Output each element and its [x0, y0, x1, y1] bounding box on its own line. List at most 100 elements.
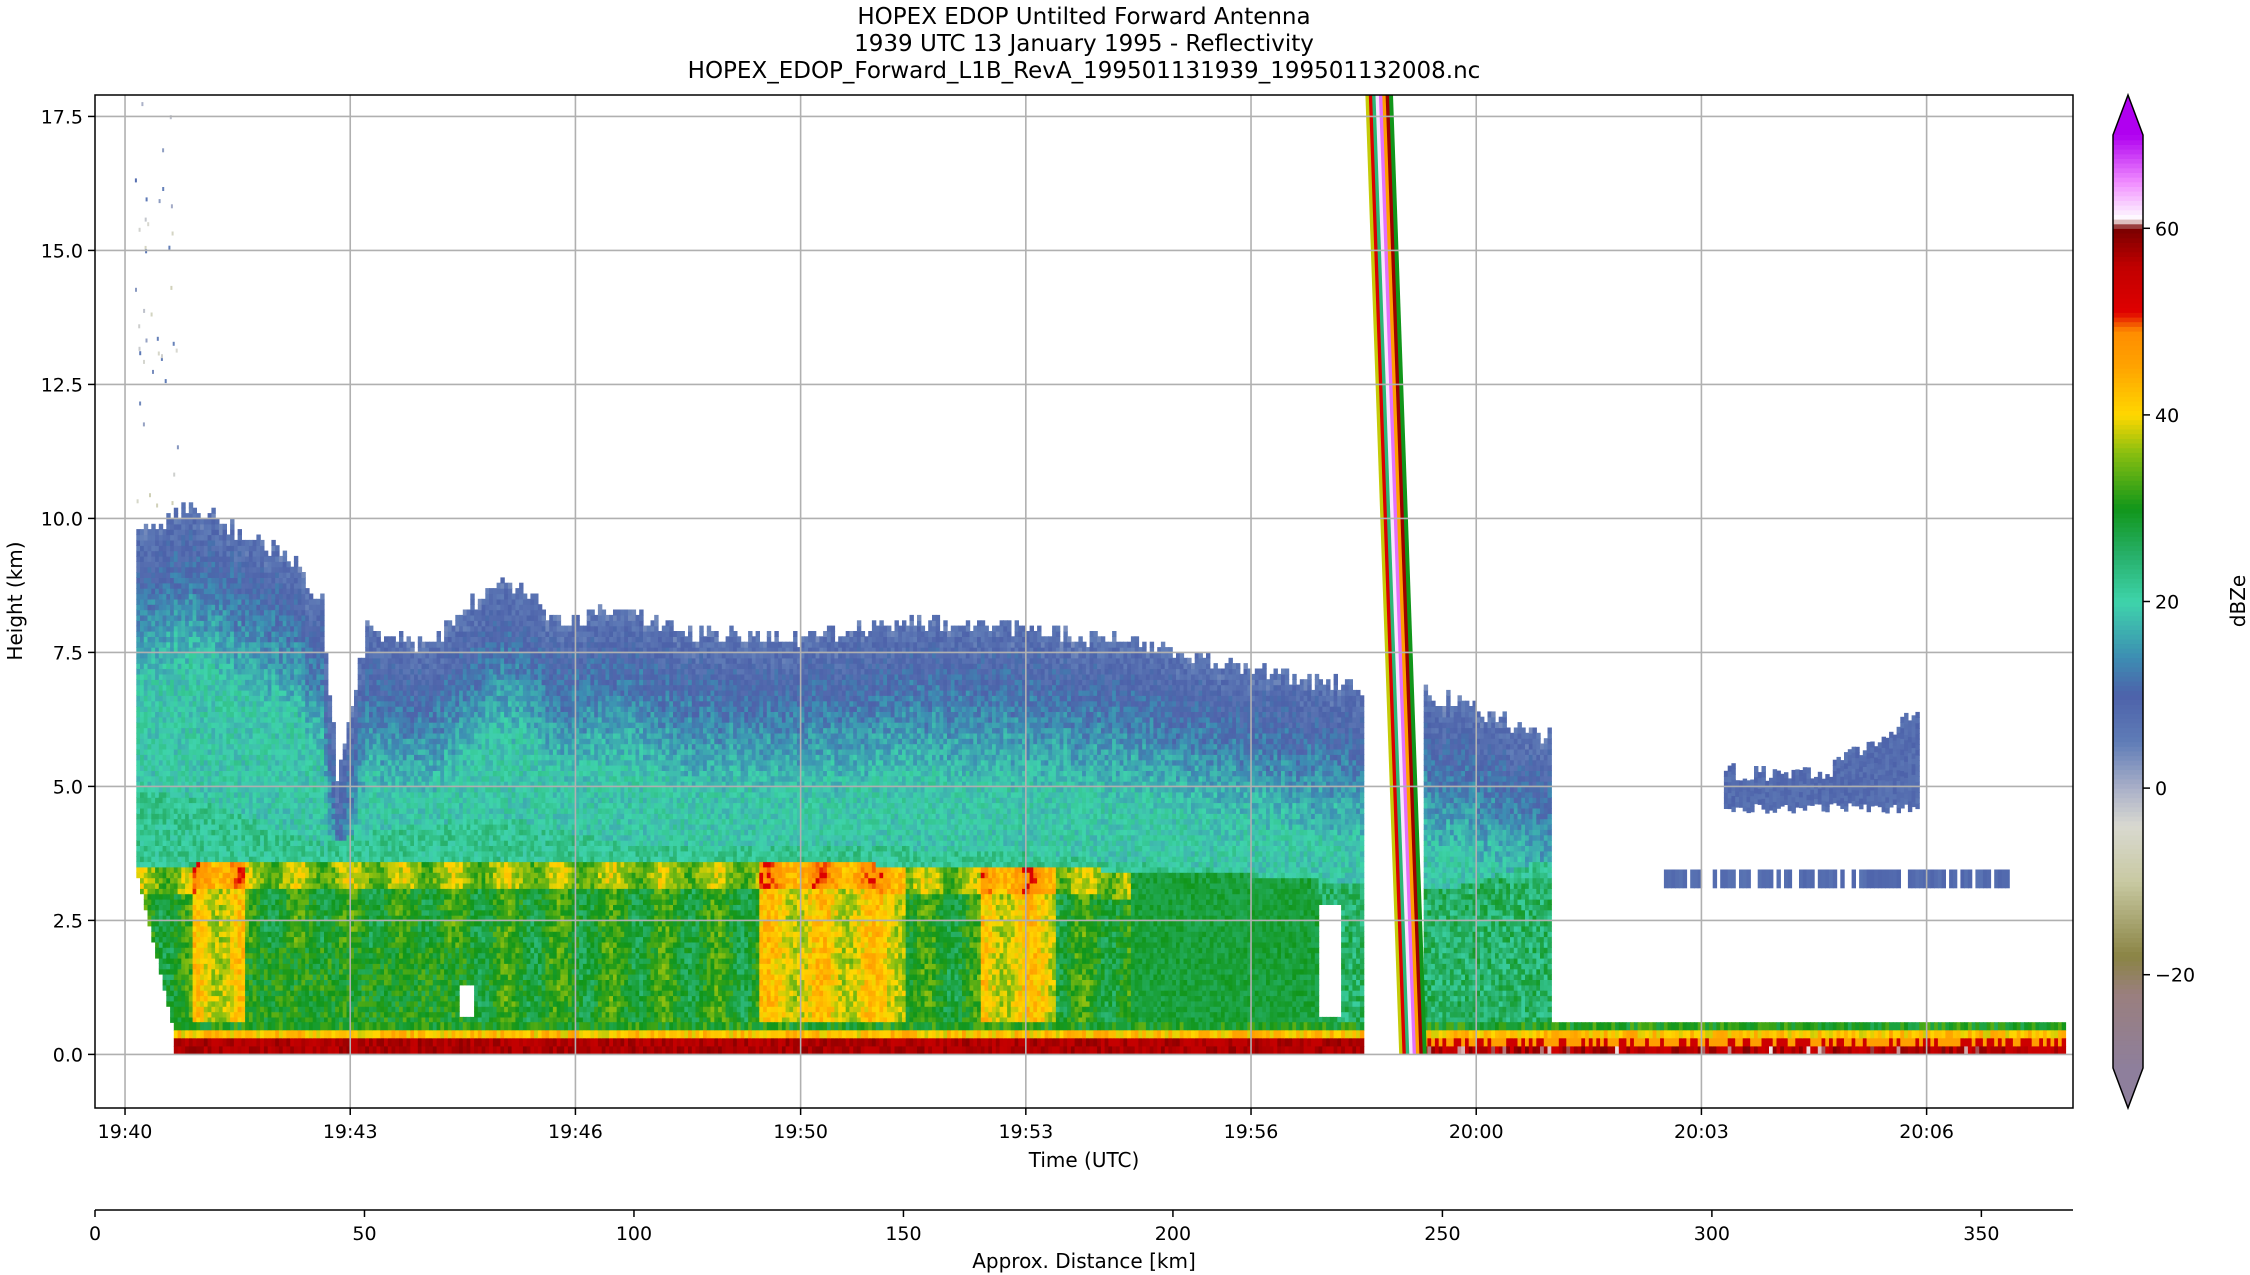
echo-cell [204, 754, 208, 760]
echo-cell [196, 765, 200, 771]
echo-cell [196, 733, 200, 739]
echo-cell [140, 711, 144, 717]
echo-cell [174, 760, 178, 766]
echo-cell [174, 556, 178, 562]
echo-cell [159, 792, 163, 798]
echo-cell [196, 851, 200, 857]
echo-cell [174, 594, 178, 600]
echo-cell [204, 701, 208, 707]
echo-cell [189, 867, 193, 873]
echo-cell [181, 867, 185, 873]
echo-cell [159, 577, 163, 583]
echo-cell [148, 610, 152, 616]
echo-cell [189, 786, 193, 792]
echo-cell [196, 931, 200, 937]
echo-cell [159, 551, 163, 557]
echo-cell [196, 760, 200, 766]
echo-cell [151, 717, 155, 723]
echo-cell [166, 706, 170, 712]
echo-cell [159, 754, 163, 760]
echo-cell [151, 765, 155, 771]
echo-cell [148, 620, 152, 626]
echo-cell [148, 824, 152, 830]
echo-cell [166, 786, 170, 792]
echo-cell [181, 577, 185, 583]
echo-cell [174, 690, 178, 696]
echo-cell [189, 610, 193, 616]
echo-cell [166, 1001, 170, 1007]
echo-cell [140, 861, 144, 867]
echo-cell [166, 958, 170, 964]
echo-cell [159, 797, 163, 803]
echo-cell [181, 733, 185, 739]
echo-cell [189, 733, 193, 739]
echo-cell [174, 824, 178, 830]
echo-cell [181, 904, 185, 910]
echo-cell [166, 642, 170, 648]
echo-cell [140, 754, 144, 760]
echo-cell [140, 583, 144, 589]
echo-cell [196, 888, 200, 894]
echo-cell [174, 749, 178, 755]
echo-cell [181, 819, 185, 825]
echo-cell [148, 722, 152, 728]
echo-cell [181, 610, 185, 616]
echo-cell [166, 588, 170, 594]
chart-title-line-1: HOPEX EDOP Untilted Forward Antenna [857, 4, 1310, 30]
echo-cell [189, 840, 193, 846]
echo-cell [181, 744, 185, 750]
echo-cell [189, 904, 193, 910]
echo-cell [174, 969, 178, 975]
echo-cell [159, 556, 163, 562]
echo-cell [196, 803, 200, 809]
echo-cell [148, 604, 152, 610]
echo-cell [174, 567, 178, 573]
echo-cell [196, 652, 200, 658]
echo-cell [159, 931, 163, 937]
echo-cell [159, 545, 163, 551]
echo-cell [181, 620, 185, 626]
echo-cell [148, 642, 152, 648]
echo-cell [151, 829, 155, 835]
echo-cell [148, 808, 152, 814]
echo-cell [140, 797, 144, 803]
echo-cell [174, 792, 178, 798]
echo-cell [148, 728, 152, 734]
echo-cell [181, 567, 185, 573]
echo-cell [181, 561, 185, 567]
echo-cell [159, 824, 163, 830]
echo-cell [204, 851, 208, 857]
echo-cell [159, 878, 163, 884]
echo-cell [151, 894, 155, 900]
echo-cell [159, 872, 163, 878]
echo-cell [159, 744, 163, 750]
echo-cell [204, 792, 208, 798]
echo-cell [148, 551, 152, 557]
echo-cell [174, 540, 178, 546]
echo-cell [151, 851, 155, 857]
echo-cell [174, 561, 178, 567]
echo-cell [174, 819, 178, 825]
echo-cell [148, 652, 152, 658]
echo-cell [196, 577, 200, 583]
echo-cell [204, 872, 208, 878]
echo-cell [166, 658, 170, 664]
echo-cell [189, 819, 193, 825]
echo-cell [204, 835, 208, 841]
echo-cell [159, 669, 163, 675]
echo-cell [174, 551, 178, 557]
echo-cell [148, 738, 152, 744]
echo-cell [174, 765, 178, 771]
echo-cell [204, 1012, 208, 1018]
echo-cell [148, 545, 152, 551]
echo-cell [151, 845, 155, 851]
echo-cell [174, 979, 178, 985]
echo-cell [189, 728, 193, 734]
echo-cell [151, 797, 155, 803]
echo-cell [196, 669, 200, 675]
echo-cell [174, 953, 178, 959]
echo-cell [204, 888, 208, 894]
echo-cell [174, 878, 178, 884]
echo-cell [181, 963, 185, 969]
echo-cell [181, 835, 185, 841]
